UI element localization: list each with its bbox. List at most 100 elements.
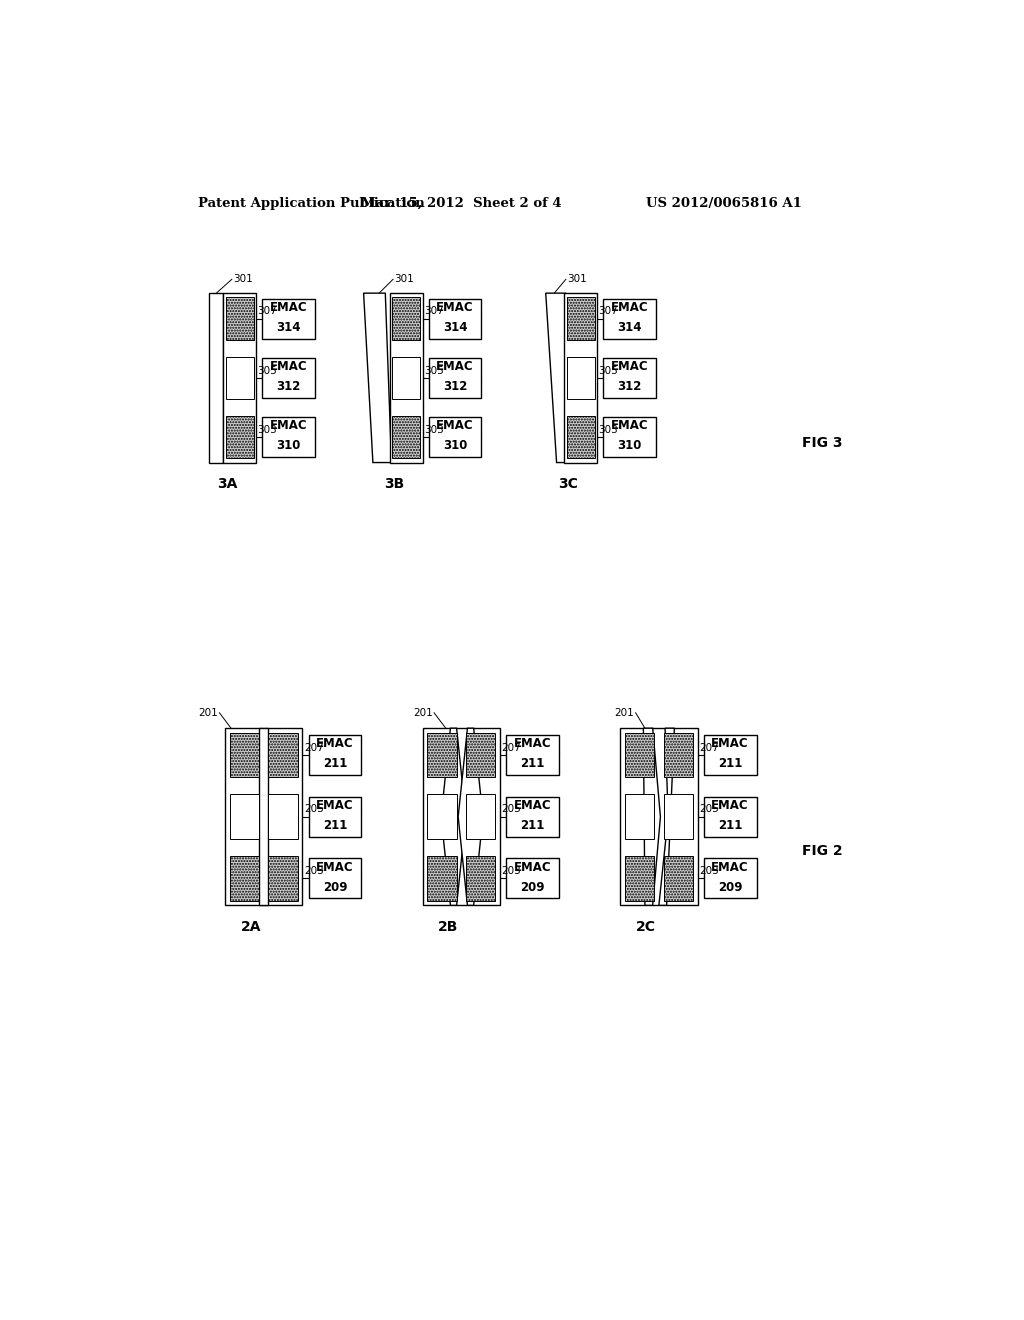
Text: 3C: 3C	[558, 477, 578, 491]
Text: EMAC: EMAC	[712, 738, 749, 751]
Text: EMAC: EMAC	[269, 301, 307, 314]
Text: 310: 310	[617, 440, 642, 453]
Bar	[506, 797, 559, 837]
Text: 209: 209	[718, 880, 742, 894]
Text: EMAC: EMAC	[269, 360, 307, 374]
Bar	[225, 356, 254, 399]
Bar	[566, 416, 595, 458]
Bar	[466, 795, 496, 840]
Polygon shape	[658, 729, 675, 906]
Bar	[703, 797, 757, 837]
Text: Mar. 15, 2012  Sheet 2 of 4: Mar. 15, 2012 Sheet 2 of 4	[360, 197, 561, 210]
Text: EMAC: EMAC	[269, 420, 307, 433]
Text: 211: 211	[323, 758, 347, 771]
Bar	[262, 417, 314, 457]
Text: 211: 211	[323, 818, 347, 832]
Bar	[566, 356, 595, 399]
Text: FIG 2: FIG 2	[802, 845, 843, 858]
Text: 305: 305	[424, 366, 443, 376]
Bar	[625, 855, 654, 900]
Text: 301: 301	[567, 275, 587, 284]
Bar	[664, 733, 693, 777]
Bar	[625, 733, 654, 777]
Bar	[429, 358, 481, 397]
Bar	[603, 298, 655, 339]
Text: 3A: 3A	[217, 477, 238, 491]
Text: 305: 305	[598, 366, 618, 376]
Text: 207: 207	[502, 743, 521, 752]
Text: EMAC: EMAC	[712, 799, 749, 812]
Text: 211: 211	[520, 818, 545, 832]
Text: 201: 201	[614, 708, 634, 718]
Bar	[308, 797, 361, 837]
Text: EMAC: EMAC	[610, 360, 648, 374]
Bar	[262, 358, 314, 397]
Text: 205: 205	[304, 804, 324, 814]
Bar	[308, 735, 361, 775]
Polygon shape	[441, 729, 466, 906]
Bar	[427, 855, 457, 900]
Bar	[506, 735, 559, 775]
Text: EMAC: EMAC	[316, 738, 353, 751]
Bar	[564, 293, 597, 462]
Bar	[229, 855, 259, 900]
Text: 310: 310	[276, 440, 301, 453]
Text: EMAC: EMAC	[514, 738, 551, 751]
Text: EMAC: EMAC	[316, 799, 353, 812]
Text: 303: 303	[598, 425, 618, 434]
Text: 307: 307	[424, 306, 443, 317]
Text: EMAC: EMAC	[514, 861, 551, 874]
Bar	[664, 795, 693, 840]
Text: 207: 207	[699, 743, 719, 752]
Text: 203: 203	[502, 866, 521, 876]
Bar	[268, 795, 298, 840]
Polygon shape	[643, 729, 660, 906]
Text: 303: 303	[424, 425, 443, 434]
Bar	[621, 729, 697, 906]
Bar	[229, 795, 259, 840]
Bar	[268, 733, 298, 777]
Text: 301: 301	[233, 275, 253, 284]
Text: 314: 314	[276, 321, 301, 334]
Bar	[392, 297, 420, 339]
Bar	[429, 298, 481, 339]
Bar	[466, 855, 496, 900]
Text: 310: 310	[442, 440, 467, 453]
Bar	[427, 733, 457, 777]
Bar	[392, 356, 420, 399]
Text: 205: 205	[699, 804, 719, 814]
Bar	[225, 729, 302, 906]
Text: 201: 201	[413, 708, 432, 718]
Text: 303: 303	[257, 425, 278, 434]
Text: 3B: 3B	[384, 477, 404, 491]
Text: US 2012/0065816 A1: US 2012/0065816 A1	[646, 197, 802, 210]
Bar	[429, 417, 481, 457]
Text: 2C: 2C	[636, 920, 655, 933]
Bar	[625, 795, 654, 840]
Bar	[225, 297, 254, 339]
Text: 2B: 2B	[438, 920, 459, 933]
Text: 312: 312	[442, 380, 467, 393]
Text: 201: 201	[199, 708, 218, 718]
Text: 211: 211	[718, 758, 742, 771]
Bar	[390, 293, 423, 462]
Bar	[268, 855, 298, 900]
Text: EMAC: EMAC	[436, 360, 474, 374]
Bar	[392, 416, 420, 458]
Text: 301: 301	[394, 275, 415, 284]
Bar	[223, 293, 256, 462]
Bar	[466, 733, 496, 777]
Text: 314: 314	[617, 321, 642, 334]
Bar	[603, 417, 655, 457]
Text: 307: 307	[257, 306, 278, 317]
Text: EMAC: EMAC	[610, 420, 648, 433]
Polygon shape	[546, 293, 572, 462]
Bar	[506, 858, 559, 899]
Text: 312: 312	[617, 380, 642, 393]
Text: 209: 209	[520, 880, 545, 894]
Bar	[262, 298, 314, 339]
Polygon shape	[458, 729, 483, 906]
Text: 2A: 2A	[241, 920, 261, 933]
Bar	[229, 733, 259, 777]
Text: 314: 314	[442, 321, 467, 334]
